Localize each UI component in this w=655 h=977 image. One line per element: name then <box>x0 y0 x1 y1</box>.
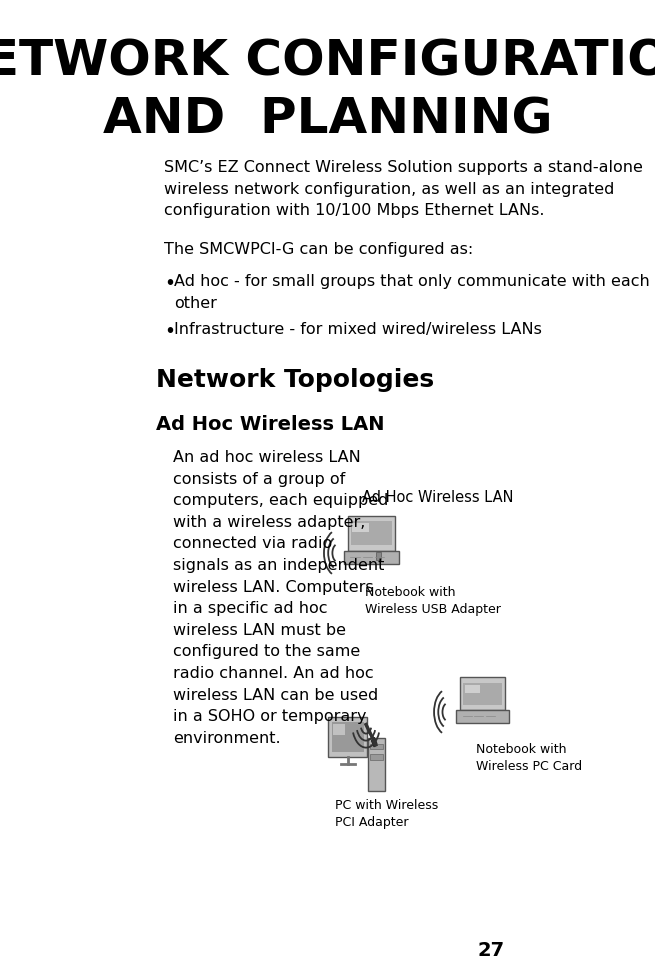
Text: Ad Hoc Wireless LAN: Ad Hoc Wireless LAN <box>156 414 384 434</box>
FancyBboxPatch shape <box>371 754 383 760</box>
Polygon shape <box>371 738 377 747</box>
FancyBboxPatch shape <box>464 683 502 705</box>
FancyBboxPatch shape <box>464 685 480 694</box>
Text: Infrastructure - for mixed wired/wireless LANs: Infrastructure - for mixed wired/wireles… <box>174 321 542 337</box>
FancyBboxPatch shape <box>348 516 395 551</box>
FancyBboxPatch shape <box>369 739 384 791</box>
Text: NETWORK CONFIGURATION: NETWORK CONFIGURATION <box>0 38 655 86</box>
FancyBboxPatch shape <box>333 724 345 736</box>
Text: SMC’s EZ Connect Wireless Solution supports a stand-alone
wireless network confi: SMC’s EZ Connect Wireless Solution suppo… <box>164 160 643 218</box>
Text: Notebook with
Wireless PC Card: Notebook with Wireless PC Card <box>476 743 582 772</box>
FancyBboxPatch shape <box>351 522 392 545</box>
Text: PC with Wireless
PCI Adapter: PC with Wireless PCI Adapter <box>335 798 439 828</box>
FancyBboxPatch shape <box>457 710 509 723</box>
FancyBboxPatch shape <box>460 678 505 710</box>
Text: An ad hoc wireless LAN
consists of a group of
computers, each equipped
with a wi: An ad hoc wireless LAN consists of a gro… <box>173 449 388 745</box>
Text: Ad Hoc Wireless LAN: Ad Hoc Wireless LAN <box>362 489 514 504</box>
Text: Ad hoc - for small groups that only communicate with each
other: Ad hoc - for small groups that only comm… <box>174 274 650 311</box>
Text: •: • <box>164 321 175 341</box>
Text: Notebook with
Wireless USB Adapter: Notebook with Wireless USB Adapter <box>365 585 501 616</box>
FancyBboxPatch shape <box>331 722 364 752</box>
FancyBboxPatch shape <box>371 743 383 749</box>
FancyBboxPatch shape <box>376 552 381 561</box>
FancyBboxPatch shape <box>344 551 399 565</box>
FancyBboxPatch shape <box>352 524 369 532</box>
Text: The SMCWPCI-G can be configured as:: The SMCWPCI-G can be configured as: <box>164 241 473 257</box>
Text: Network Topologies: Network Topologies <box>156 367 434 392</box>
FancyBboxPatch shape <box>328 717 367 757</box>
Text: •: • <box>164 274 175 293</box>
Text: AND  PLANNING: AND PLANNING <box>103 95 552 143</box>
Text: 27: 27 <box>478 940 505 959</box>
